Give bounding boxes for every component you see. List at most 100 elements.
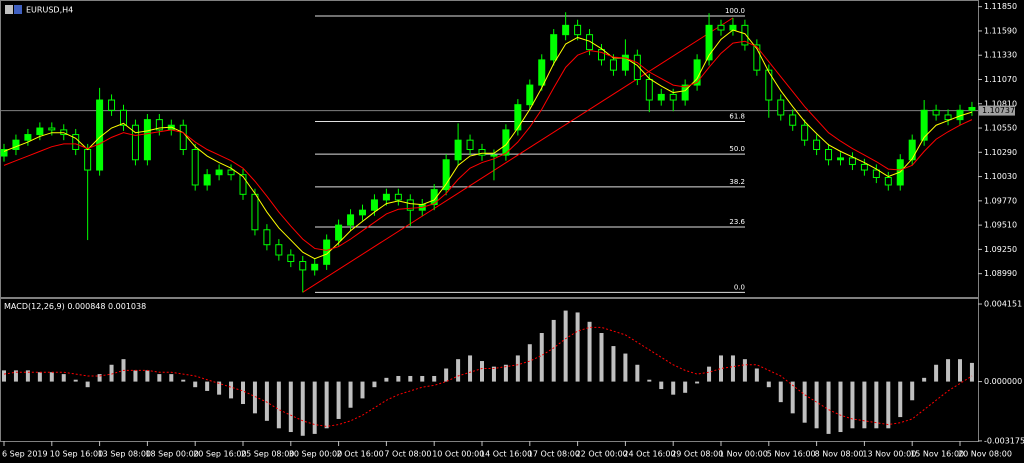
macd-bar xyxy=(969,362,974,382)
fib-label: 61.8 xyxy=(729,112,745,120)
candle-body xyxy=(621,54,629,71)
macd-bar xyxy=(348,381,353,408)
fib-label: 0.0 xyxy=(734,283,745,291)
candle-body xyxy=(311,263,319,271)
candle-body xyxy=(586,34,594,51)
macd-main-value: 0.000848 xyxy=(67,302,105,311)
x-tick-label: 20 Sep 16:00 xyxy=(193,450,246,459)
x-tick-label: 13 Sep 08:00 xyxy=(98,450,151,459)
macd-bar xyxy=(850,381,855,429)
y-tick-label: 1.09250 xyxy=(984,245,1017,254)
candle-body xyxy=(131,124,139,161)
macd-bar xyxy=(539,333,544,382)
fib-label: 38.2 xyxy=(729,178,745,186)
candle-body xyxy=(299,261,307,271)
macd-panel-border xyxy=(0,298,979,442)
macd-bar xyxy=(264,381,269,421)
candle-body xyxy=(263,229,271,246)
x-tick-label: 29 Oct 08:00 xyxy=(671,450,723,459)
candle-body xyxy=(239,174,247,195)
macd-bar xyxy=(563,310,568,382)
candle-body xyxy=(215,169,223,176)
x-tick-label: 22 Oct 00:00 xyxy=(576,450,628,459)
macd-bar xyxy=(456,359,461,382)
macd-bar xyxy=(623,353,628,382)
macd-bar xyxy=(671,381,676,395)
candle-body xyxy=(155,119,163,131)
candle-body xyxy=(502,129,510,156)
candle-body xyxy=(550,34,558,61)
candle-body xyxy=(108,99,116,111)
candle-body xyxy=(825,149,833,161)
x-tick-label: 30 Sep 00:00 xyxy=(289,450,342,459)
candle-body xyxy=(287,254,295,263)
macd-bar xyxy=(946,359,951,382)
macd-bar xyxy=(491,366,496,382)
candle-body xyxy=(848,157,856,165)
x-tick-label: 8 Nov 08:00 xyxy=(815,450,864,459)
candle-body xyxy=(143,119,151,161)
trendline xyxy=(302,17,734,293)
macd-bar xyxy=(898,381,903,418)
macd-bar xyxy=(958,359,962,382)
macd-bar xyxy=(336,381,341,419)
y-tick-label: 1.09510 xyxy=(984,221,1017,230)
chart-title: EURUSD,H4 xyxy=(26,6,73,15)
candle-body xyxy=(609,59,617,71)
candle-body xyxy=(335,224,343,241)
macd-bar xyxy=(766,381,771,388)
candle-body xyxy=(466,139,474,150)
macd-bar xyxy=(2,370,6,382)
x-tick-label: 5 Nov 16:00 xyxy=(767,450,816,459)
candle-body xyxy=(717,24,725,31)
macd-bar xyxy=(145,370,150,382)
candle-body xyxy=(227,169,235,176)
macd-bar xyxy=(193,381,198,388)
macd-bar xyxy=(384,377,389,382)
candle-body xyxy=(347,214,355,226)
macd-bar xyxy=(790,381,795,414)
macd-bar xyxy=(432,375,437,382)
candle-body xyxy=(741,24,749,46)
candle-body xyxy=(574,24,582,36)
macd-bar xyxy=(934,364,939,382)
fib-label: 23.6 xyxy=(729,218,745,226)
macd-bar xyxy=(13,370,18,382)
candle-body xyxy=(669,93,677,101)
candle-body xyxy=(370,199,378,211)
y-tick-label: 1.11590 xyxy=(984,26,1017,35)
macd-signal-value: 0.001038 xyxy=(108,302,146,311)
macd-bar xyxy=(659,381,664,390)
macd-bar xyxy=(217,381,222,395)
candle-body xyxy=(442,159,450,191)
macd-bar xyxy=(420,375,425,382)
candle-body xyxy=(24,134,32,141)
x-tick-label: 6 Sep 2019 xyxy=(2,450,48,459)
macd-bar xyxy=(205,381,210,391)
macd-bar xyxy=(276,381,281,429)
macd-bar xyxy=(838,381,843,433)
candle-body xyxy=(753,44,761,71)
x-tick-label: 14 Oct 16:00 xyxy=(480,450,532,459)
x-tick-label: 10 Oct 00:00 xyxy=(432,450,484,459)
candle-body xyxy=(645,78,653,101)
macd-bar xyxy=(252,381,257,414)
macd-bar xyxy=(372,381,377,388)
macd-bar xyxy=(599,333,604,382)
macd-bar xyxy=(396,375,401,382)
candle-body xyxy=(203,174,211,186)
candle-body xyxy=(777,99,785,116)
macd-bar xyxy=(133,370,138,382)
y-tick-label: -0.003175 xyxy=(984,436,1024,445)
macd-bar xyxy=(85,381,90,388)
x-tick-label: 7 Oct 08:00 xyxy=(384,450,431,459)
y-tick-label: 1.11070 xyxy=(984,75,1017,84)
candle-body xyxy=(705,24,713,61)
macd-bar xyxy=(324,381,329,429)
macd-bar xyxy=(181,379,186,382)
macd-bar xyxy=(635,364,640,382)
candle-body xyxy=(12,139,20,150)
candle-body xyxy=(837,157,844,161)
candle-body xyxy=(0,149,8,157)
